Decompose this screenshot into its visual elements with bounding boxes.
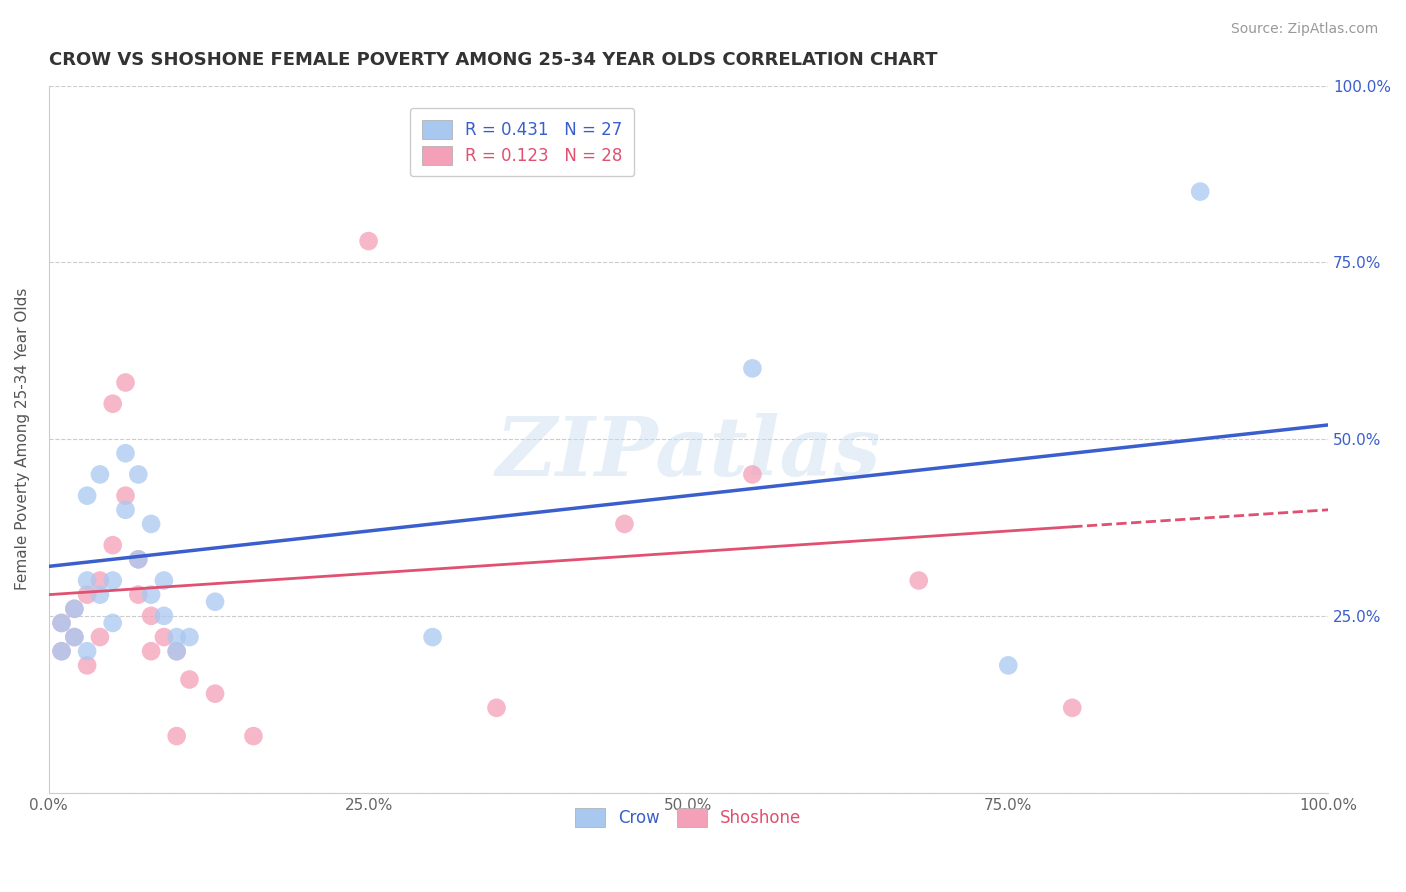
Point: [76, 574, 98, 588]
Legend: Crow, Shoshone: Crow, Shoshone: [568, 801, 808, 834]
Point: [179, 630, 201, 644]
Point: [127, 588, 149, 602]
Point: [357, 234, 380, 248]
Point: [907, 574, 929, 588]
Point: [89, 630, 111, 644]
Point: [139, 608, 162, 623]
Point: [89, 588, 111, 602]
Point: [63, 602, 86, 616]
Point: [166, 729, 188, 743]
Point: [166, 630, 188, 644]
Point: [204, 687, 226, 701]
Point: [51, 644, 73, 658]
Point: [242, 729, 264, 743]
Point: [166, 644, 188, 658]
Point: [139, 588, 162, 602]
Point: [89, 467, 111, 482]
Point: [422, 630, 444, 644]
Point: [139, 644, 162, 658]
Point: [51, 615, 73, 630]
Text: CROW VS SHOSHONE FEMALE POVERTY AMONG 25-34 YEAR OLDS CORRELATION CHART: CROW VS SHOSHONE FEMALE POVERTY AMONG 25…: [49, 51, 938, 69]
Text: ZIPatlas: ZIPatlas: [496, 413, 882, 493]
Point: [179, 673, 201, 687]
Point: [127, 552, 149, 566]
Point: [114, 489, 136, 503]
Point: [51, 644, 73, 658]
Text: Source: ZipAtlas.com: Source: ZipAtlas.com: [1230, 22, 1378, 37]
Point: [101, 397, 124, 411]
Point: [114, 446, 136, 460]
Point: [127, 552, 149, 566]
Point: [166, 644, 188, 658]
Point: [101, 574, 124, 588]
Point: [153, 574, 176, 588]
Point: [485, 700, 508, 714]
Point: [63, 602, 86, 616]
Point: [101, 538, 124, 552]
Point: [1062, 700, 1084, 714]
Point: [63, 630, 86, 644]
Point: [204, 595, 226, 609]
Y-axis label: Female Poverty Among 25-34 Year Olds: Female Poverty Among 25-34 Year Olds: [15, 288, 30, 591]
Point: [51, 615, 73, 630]
Point: [741, 361, 763, 376]
Point: [76, 644, 98, 658]
Point: [139, 516, 162, 531]
Point: [153, 608, 176, 623]
Point: [63, 630, 86, 644]
Point: [76, 489, 98, 503]
Point: [127, 467, 149, 482]
Point: [1189, 185, 1212, 199]
Point: [114, 376, 136, 390]
Point: [613, 516, 636, 531]
Point: [76, 658, 98, 673]
Point: [101, 615, 124, 630]
Point: [997, 658, 1019, 673]
Point: [89, 574, 111, 588]
Point: [76, 588, 98, 602]
Point: [741, 467, 763, 482]
Point: [153, 630, 176, 644]
Point: [114, 503, 136, 517]
